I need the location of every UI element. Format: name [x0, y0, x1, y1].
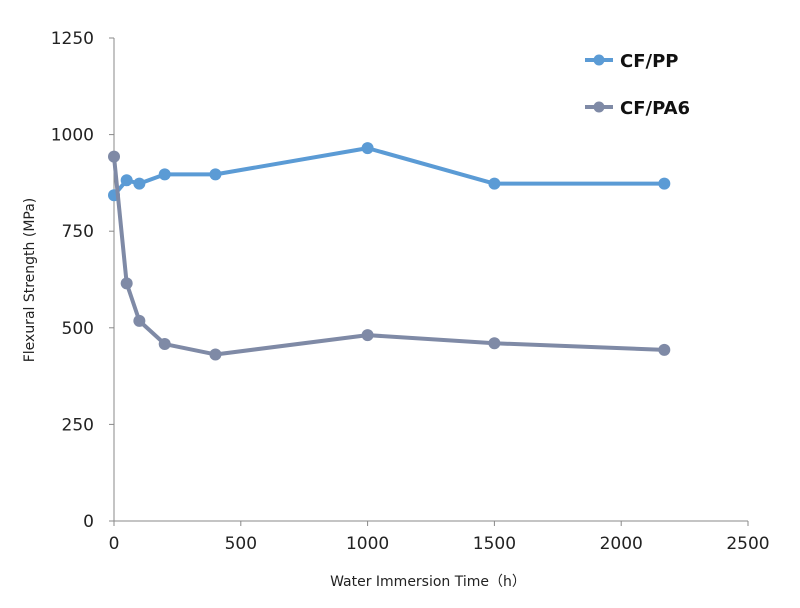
data-point: [108, 150, 120, 163]
data-point: [120, 174, 133, 187]
legend-item: CF/PP: [585, 51, 678, 72]
legend-item: CF/PA6: [585, 98, 690, 119]
data-point: [658, 343, 671, 356]
y-tick-label: 500: [62, 319, 94, 339]
x-tick-label: 2500: [726, 534, 769, 554]
y-axis-title: Flexural Strength (MPa): [22, 198, 38, 363]
y-tick-label: 1250: [51, 29, 94, 49]
series-cf-pa6: [108, 150, 671, 361]
data-point: [209, 348, 222, 361]
y-tick-label: 0: [83, 512, 94, 532]
series-cf-pp: [108, 142, 671, 202]
y-tick-label: 1000: [51, 126, 94, 146]
series-layer: [108, 142, 671, 361]
legend: CF/PP CF/PA6: [585, 51, 690, 119]
data-point: [158, 168, 171, 181]
x-ticks: 0 500 1000 1500 2000 2500: [109, 521, 770, 554]
data-point: [209, 168, 222, 181]
data-point: [133, 314, 146, 327]
data-point: [133, 177, 146, 190]
x-tick-label: 500: [225, 534, 257, 554]
x-tick-label: 0: [109, 534, 120, 554]
series-line: [112, 156, 665, 357]
data-point: [120, 277, 133, 290]
data-point: [488, 177, 501, 190]
legend-marker: [593, 54, 605, 66]
axes: [113, 38, 748, 522]
series-line: [112, 146, 665, 197]
y-tick-label: 250: [62, 415, 94, 435]
x-tick-label: 1500: [473, 534, 516, 554]
legend-label: CF/PP: [620, 51, 678, 72]
y-ticks: 0 250 500 750 1000 1250: [51, 29, 114, 532]
data-point: [158, 338, 171, 351]
data-point: [361, 329, 374, 342]
data-point: [658, 177, 671, 190]
data-point: [488, 337, 501, 350]
data-point: [361, 142, 374, 155]
x-axis-title: Water Immersion Time（h）: [330, 574, 526, 590]
y-tick-label: 750: [62, 222, 94, 242]
legend-marker: [593, 101, 605, 113]
legend-label: CF/PA6: [620, 98, 690, 119]
x-tick-label: 2000: [600, 534, 643, 554]
x-tick-label: 1000: [346, 534, 389, 554]
